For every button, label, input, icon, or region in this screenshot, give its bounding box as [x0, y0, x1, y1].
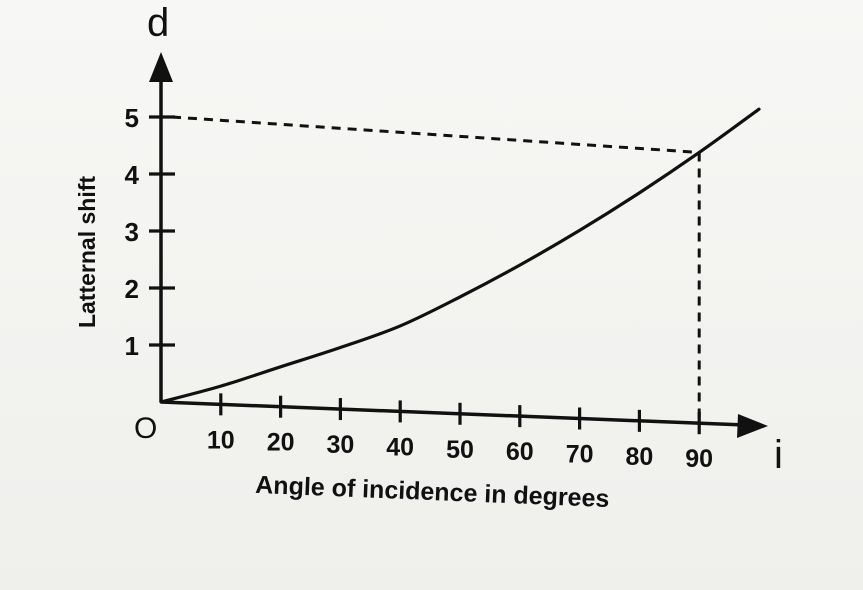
- y-axis-arrow: [149, 52, 173, 82]
- x-tick-label: 30: [326, 431, 354, 459]
- x-axis-line: [160, 400, 746, 427]
- y-tick-label: 5: [125, 103, 139, 133]
- x-tick-label: 60: [506, 438, 534, 466]
- x-tick-label: 40: [386, 433, 414, 461]
- x-axis-arrow: [737, 414, 768, 438]
- y-axis-symbol: d: [147, 1, 169, 45]
- x-tick-label: 50: [446, 436, 474, 464]
- origin-label: O: [134, 412, 157, 445]
- y-tick-label: 4: [125, 160, 140, 190]
- x-axis-label: Angle of incidence in degrees: [255, 471, 610, 513]
- y-tick-label: 2: [125, 274, 139, 304]
- x-tick-label: 10: [207, 426, 235, 454]
- x-tick-label: 90: [685, 445, 713, 473]
- y-tick-label: 3: [125, 217, 139, 247]
- x-tick-label: 70: [566, 440, 594, 468]
- y-axis-label: Latternal shift: [74, 176, 100, 328]
- x-axis-symbol: i: [774, 433, 783, 477]
- y-tick-label: 1: [125, 331, 139, 361]
- x-tick-label: 20: [267, 429, 295, 457]
- x-tick-label: 80: [625, 443, 653, 471]
- horizontal-reference-line: [171, 115, 700, 154]
- lateral-shift-curve: [159, 107, 761, 404]
